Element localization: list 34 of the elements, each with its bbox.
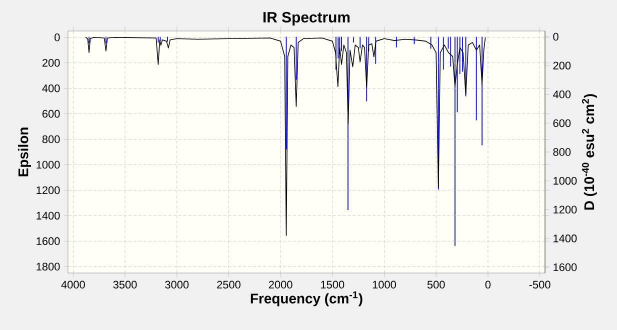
y2-tick-label: 200 (553, 62, 571, 70)
x-tick-label: -500 (529, 280, 550, 289)
y-tick-label: 1800 (36, 262, 60, 271)
y2-tick-label: 1200 (554, 206, 577, 214)
y2-tick-label: 800 (553, 148, 571, 156)
y-tick-label: 1200 (36, 186, 60, 194)
y-tick-label: 1400 (36, 212, 60, 220)
y-tick-label: 600 (42, 110, 60, 118)
y2-tick-label: 600 (553, 119, 571, 128)
x-tick-label: 2500 (217, 280, 240, 289)
x-tick-label: 1500 (321, 280, 344, 289)
chart-title: IR Spectrum (263, 12, 350, 26)
y-tick-label: 0 (54, 34, 60, 42)
y2-axis-title: D (10$^{-40}$ esu$^{2}$ cm$^{2}$) (582, 94, 597, 210)
y-tick-label: 1600 (36, 237, 60, 246)
x-tick-label: 3500 (113, 280, 137, 289)
y2-tick-label: 400 (553, 90, 571, 98)
y-tick-label: 1000 (36, 160, 60, 169)
x-axis-title: Frequency (cm$^{-1}$) (250, 291, 362, 306)
x-tick-label: 2000 (268, 280, 292, 289)
x-tick-label: 500 (427, 280, 445, 289)
y-tick-label: 800 (42, 135, 60, 144)
x-tick-label: 3000 (165, 280, 189, 289)
y-tick-label: 200 (42, 58, 60, 67)
y2-tick-label: 1000 (554, 176, 577, 185)
y-axis-title: Epsilon (18, 128, 31, 176)
y2-tick-label: 1600 (554, 263, 577, 272)
x-tick-label: 4000 (61, 280, 85, 289)
x-tick-label: 1000 (372, 280, 396, 289)
x-tick-label: 0 (485, 280, 491, 289)
y-tick-label: 400 (42, 84, 60, 92)
y2-tick-label: 0 (553, 32, 558, 41)
line-series (85, 36, 486, 236)
y2-tick-label: 1400 (554, 234, 577, 242)
